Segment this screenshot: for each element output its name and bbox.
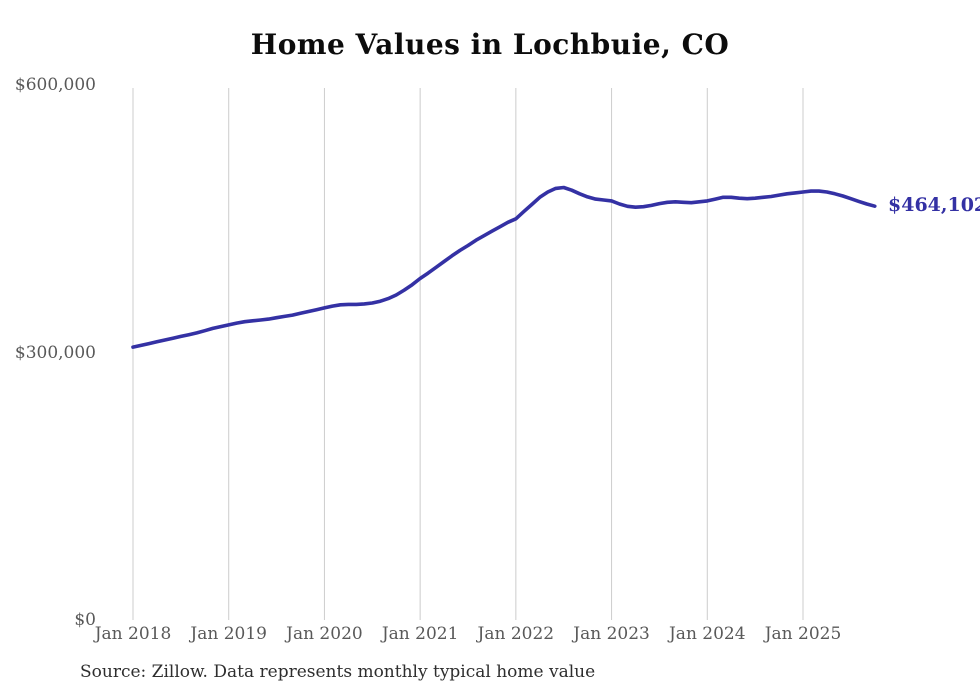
x-axis-tick: Jan 2020	[286, 624, 363, 644]
x-axis-tick: Jan 2019	[190, 624, 267, 644]
chart-title: Home Values in Lochbuie, CO	[250, 28, 730, 61]
value-line	[131, 185, 877, 349]
end-value-label: $464,102	[888, 194, 980, 217]
source-note: Source: Zillow. Data represents monthly …	[80, 662, 596, 682]
x-axis-tick: Jan 2018	[94, 624, 172, 644]
x-axis-tick: Jan 2021	[381, 624, 459, 644]
x-axis-tick: Jan 2024	[668, 624, 746, 644]
x-axis-tick: Jan 2023	[573, 624, 650, 644]
gridline-group	[132, 88, 804, 620]
y-axis-tick: $0	[74, 610, 96, 630]
x-axis-tick: Jan 2025	[764, 624, 842, 644]
x-axis-tick: Jan 2022	[477, 624, 555, 644]
y-axis-tick: $300,000	[14, 342, 96, 363]
y-axis-tick: $600,000	[14, 75, 96, 95]
